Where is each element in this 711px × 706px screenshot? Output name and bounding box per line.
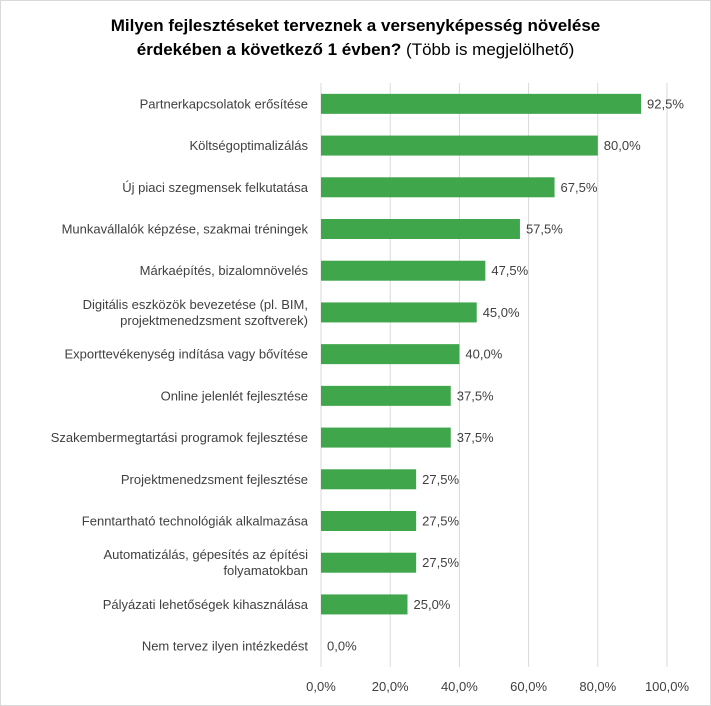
category-label: Márkaépítés, bizalomnövelés	[140, 263, 309, 278]
value-label: 27,5%	[422, 555, 459, 570]
x-tick-label: 80,0%	[579, 679, 616, 694]
category-label: Költségoptimalizálás	[189, 138, 308, 153]
category-label: Munkavállalók képzése, szakmai tréningek	[62, 222, 309, 237]
bar	[321, 511, 417, 531]
value-label: 80,0%	[604, 138, 641, 153]
bar	[321, 302, 477, 323]
x-tick-label: 40,0%	[441, 679, 478, 694]
value-labels: 92,5% 80,0% 67,5% 57,5% 47,5% 45,0% 40,0% 37,5%…	[327, 96, 684, 653]
value-label: 0,0%	[327, 639, 357, 654]
category-label: Exporttevékenység indítása vagy bővítése	[64, 347, 308, 362]
chart-title: Milyen fejlesztéseket terveznek a versen…	[0, 14, 711, 62]
gridlines	[320, 83, 668, 667]
chart-title-line2: érdekében a következő 1 évben?	[136, 40, 402, 59]
value-label: 47,5%	[491, 263, 528, 278]
value-label: 57,5%	[526, 222, 563, 237]
bar	[321, 427, 451, 448]
x-tick-label: 0,0%	[306, 679, 336, 694]
bar	[321, 93, 642, 114]
category-label: Online jelenlét fejlesztése	[161, 388, 308, 403]
category-label: Nem tervez ilyen intézkedést	[142, 639, 309, 654]
bar	[321, 344, 460, 365]
bar	[321, 552, 417, 573]
value-label: 27,5%	[422, 472, 459, 487]
category-label: Partnerkapcsolatok erősítése	[140, 96, 308, 111]
bar	[321, 177, 555, 198]
bar	[321, 260, 486, 281]
value-label: 45,0%	[483, 305, 520, 320]
bar	[321, 594, 408, 615]
category-label: Automatizálás, gépesítés az építési folya…	[103, 547, 308, 578]
x-tick-label: 60,0%	[510, 679, 547, 694]
category-label: Projektmenedzsment fejlesztése	[121, 472, 308, 487]
category-labels: Partnerkapcsolatok erősítése Költségoptim…	[51, 96, 309, 653]
value-label: 67,5%	[561, 180, 598, 195]
category-label: Pályázati lehetőségek kihasználása	[103, 597, 309, 612]
category-label: Új piaci szegmensek felkutatása	[122, 180, 308, 195]
value-label: 37,5%	[457, 388, 494, 403]
value-label: 25,0%	[414, 597, 451, 612]
value-label: 92,5%	[647, 96, 684, 111]
chart-title-line1: Milyen fejlesztéseket terveznek a versen…	[110, 16, 601, 35]
bar	[321, 385, 451, 406]
value-label: 40,0%	[465, 347, 502, 362]
value-label: 37,5%	[457, 430, 494, 445]
bar	[321, 469, 417, 490]
value-label: 27,5%	[422, 514, 459, 529]
chart-subtitle: (Több is megjelölhető)	[406, 40, 575, 59]
x-tick-label: 100,0%	[645, 679, 690, 694]
bar	[321, 135, 598, 156]
x-axis-tick-labels: 0,0% 20,0% 40,0% 60,0% 80,0% 100,0%	[306, 679, 689, 694]
bar	[321, 219, 520, 239]
bars	[321, 93, 642, 615]
category-label: Digitális eszközök bevezetése (pl. BIM, p…	[83, 297, 308, 328]
x-tick-label: 20,0%	[372, 679, 409, 694]
category-label: Szakembermegtartási programok fejlesztés…	[51, 430, 308, 445]
category-label: Fenntartható technológiák alkalmazása	[82, 514, 309, 529]
